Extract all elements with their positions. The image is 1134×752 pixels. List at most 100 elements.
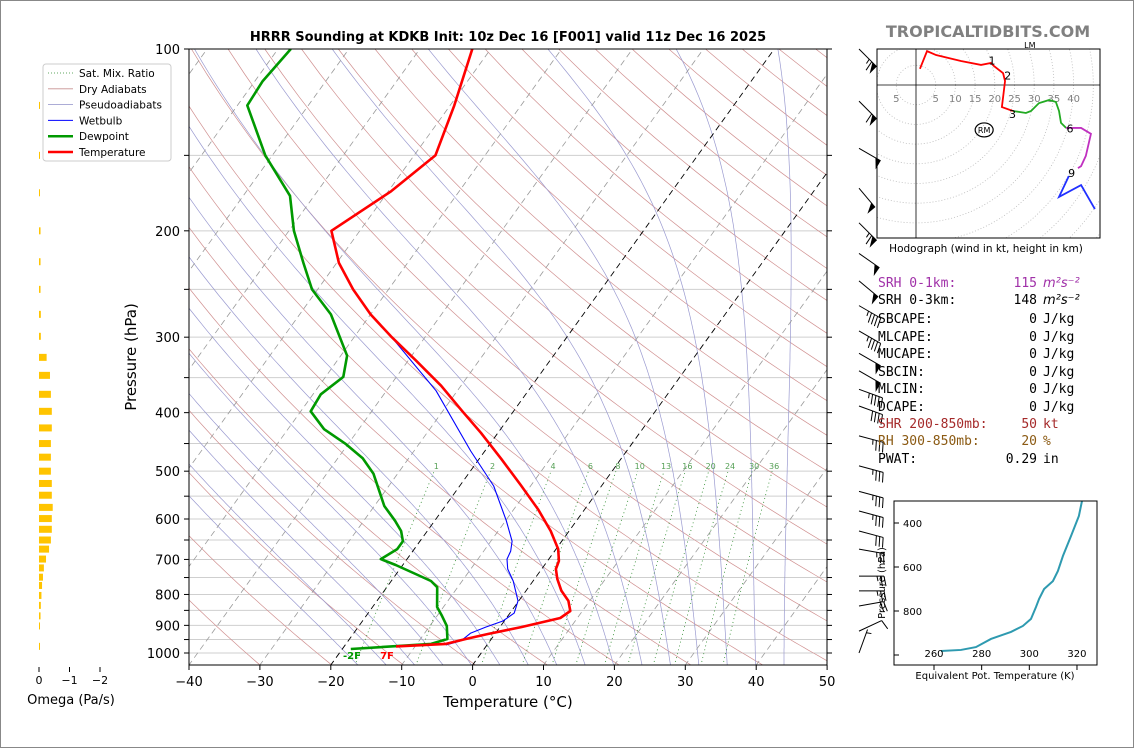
wind-barb (859, 188, 875, 214)
legend-label: Pseudoadiabats (79, 100, 162, 112)
isotherm (472, 49, 916, 666)
barb-half-feather (867, 311, 869, 316)
y-tick-label: 900 (155, 619, 180, 634)
index-value: 0 (1029, 382, 1037, 397)
dry-adiabat (302, 49, 1124, 666)
index-unit: J/kg (1043, 382, 1074, 397)
wind-barb (859, 281, 878, 305)
hodograph-tick-label: 40 (1067, 94, 1080, 105)
dry-adiabat (155, 49, 836, 666)
index-row: RH 300-850mb:20% (878, 434, 1051, 449)
dry-adiabat (81, 49, 692, 666)
wind-barb (859, 491, 883, 508)
y-tick-label: 400 (155, 407, 180, 422)
index-label: SRH 0-3km: (878, 293, 956, 308)
pseudoadiabat (144, 49, 585, 666)
pseudoadiabat (256, 49, 642, 666)
y-tick-label: 700 (155, 553, 180, 568)
hodograph-height-label: 2 (1004, 70, 1011, 83)
mixing-ratio-label: 13 (661, 462, 671, 471)
omega-bar (39, 354, 47, 361)
index-label: PWAT: (878, 452, 917, 467)
dry-adiabat (742, 49, 1133, 666)
omega-bar (39, 582, 42, 589)
dry-adiabat (816, 49, 1133, 666)
wind-barb (859, 531, 883, 548)
omega-bar (39, 546, 49, 553)
index-unit: J/kg (1043, 330, 1074, 345)
wind-barb (859, 621, 888, 632)
index-row: MLCAPE: 0 J/kg (878, 330, 1074, 345)
theta-e-x-tick-label: 320 (1067, 649, 1086, 660)
omega-bar (39, 286, 41, 293)
barb-feather (876, 496, 877, 506)
barb-feather (876, 536, 877, 546)
isotherm (188, 49, 632, 666)
pseudoadiabat (778, 49, 791, 666)
barb-feather (871, 315, 874, 325)
index-label: MLCAPE: (878, 330, 933, 345)
mixing-ratio-line (723, 471, 772, 666)
mixing-ratio-label: 24 (725, 462, 735, 471)
omega-bar (39, 102, 40, 109)
omega-axis-label: Omega (Pa/s) (27, 693, 115, 708)
omega-bar (39, 592, 41, 599)
barb-feather (882, 517, 883, 527)
x-tick-label: −10 (388, 675, 415, 690)
omega-bar (39, 536, 51, 543)
index-label: SHR 200-850mb: (878, 417, 988, 432)
omega-bar (39, 574, 43, 581)
index-value: 0 (1029, 330, 1037, 345)
index-value: 0 (1029, 312, 1037, 327)
barb-half-feather (867, 336, 869, 341)
wind-barb (859, 253, 879, 276)
barb-feather (871, 340, 874, 350)
hodograph-caption: Hodograph (wind in kt, height in km) (889, 243, 1083, 255)
x-tick-label: 40 (748, 675, 765, 690)
theta-e-y-tick-label: 600 (903, 563, 922, 574)
isotherm (118, 49, 562, 666)
mixing-ratio-line (674, 471, 728, 666)
index-unit: m²s⁻² (1043, 276, 1080, 291)
omega-tick-label: −1 (61, 674, 77, 687)
surface-temperature-label: 7F (380, 651, 394, 662)
barb-half-feather (866, 59, 869, 63)
barb-feather (882, 621, 888, 629)
mixing-ratio-label: 36 (769, 462, 779, 471)
dry-adiabat (375, 49, 1133, 666)
omega-bar (39, 408, 52, 415)
y-tick-label: 100 (155, 43, 180, 58)
theta-e-x-tick-label: 280 (972, 649, 991, 660)
omega-bar (39, 526, 52, 533)
barb-feather (879, 497, 880, 507)
index-label: SBCIN: (878, 365, 925, 380)
hodograph-tick-label: 10 (949, 94, 962, 105)
barb-feather (868, 313, 871, 323)
isotherm (827, 49, 1133, 666)
y-tick-label: 800 (155, 588, 180, 603)
barb-feather (879, 471, 880, 481)
omega-bar (39, 227, 41, 234)
index-label: SRH 0-1km: (878, 276, 956, 291)
x-axis-label: Temperature (°C) (442, 693, 572, 711)
legend-label: Dry Adiabats (79, 84, 147, 96)
omega-bar (39, 152, 40, 159)
x-tick-label: 0 (468, 675, 476, 690)
mixing-ratio-label: 2 (490, 462, 495, 471)
barb-staff (859, 621, 882, 632)
omega-bar (39, 504, 53, 511)
index-value: 0 (1029, 400, 1037, 415)
isotherm (259, 49, 703, 666)
isotherm (401, 49, 845, 666)
dry-adiabat (338, 49, 1133, 666)
omega-tick-label: 0 (36, 674, 43, 687)
theta-e-y-tick-label: 800 (903, 607, 922, 618)
hodograph-height-label: 1 (989, 55, 996, 68)
